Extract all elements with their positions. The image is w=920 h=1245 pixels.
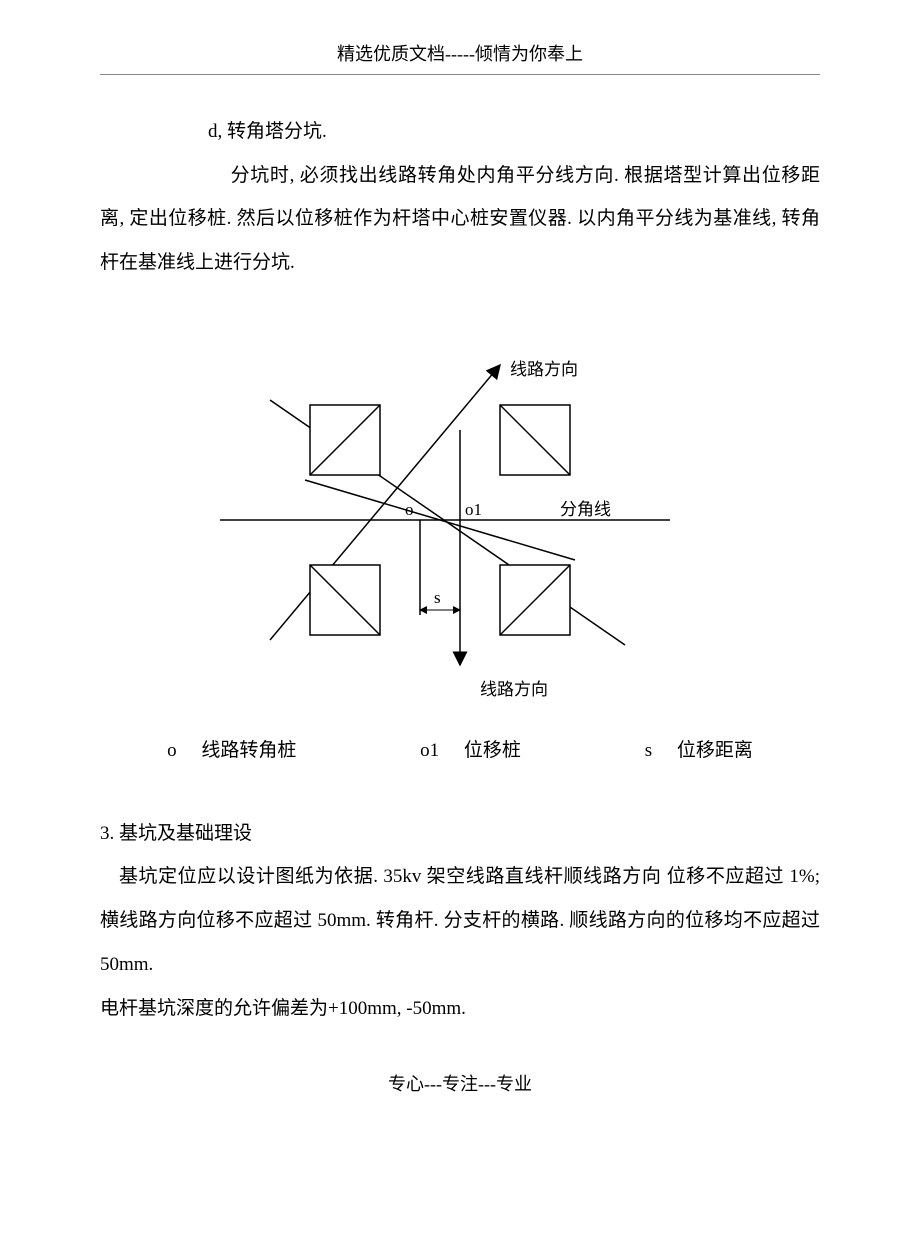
legend-o: o 线路转角桩 — [167, 740, 296, 761]
paragraph-3: 基坑定位应以设计图纸为依据. 35kv 架空线路直线杆顺线路方向 位移不应超过 … — [100, 855, 820, 986]
diagram-container: 线路方向线路方向分角线oo1s — [100, 345, 820, 725]
body-text: d, 转角塔分坑. 分坑时, 必须找出线路转角处内角平分线方向. 根据塔型计算出… — [100, 110, 820, 285]
page: 精选优质文档-----倾情为你奉上 d, 转角塔分坑. 分坑时, 必须找出线路转… — [0, 0, 920, 1126]
paragraph-4: 电杆基坑深度的允许偏差为+100mm, -50mm. — [100, 987, 820, 1031]
svg-text:o1: o1 — [465, 500, 482, 519]
svg-text:线路方向: 线路方向 — [480, 680, 548, 699]
diagram-legend: o 线路转角桩 o1 位移桩 s 位移距离 — [100, 735, 820, 762]
svg-text:分角线: 分角线 — [560, 500, 611, 519]
legend-s: s 位移距离 — [645, 740, 753, 761]
svg-text:s: s — [434, 588, 441, 607]
paragraph-2: 分坑时, 必须找出线路转角处内角平分线方向. 根据塔型计算出位移距离, 定出位移… — [100, 154, 820, 285]
section-title: 3. 基坑及基础理设 — [100, 812, 820, 856]
svg-text:o: o — [405, 500, 414, 519]
page-footer: 专心---专注---专业 — [100, 1070, 820, 1096]
angle-diagram: 线路方向线路方向分角线oo1s — [210, 345, 710, 725]
page-header: 精选优质文档-----倾情为你奉上 — [100, 40, 820, 75]
paragraph-d: d, 转角塔分坑. — [100, 110, 820, 154]
paragraph-2-text: 分坑时, 必须找出线路转角处内角平分线方向. 根据塔型计算出位移距离, 定出位移… — [100, 165, 820, 273]
section-3: 3. 基坑及基础理设 基坑定位应以设计图纸为依据. 35kv 架空线路直线杆顺线… — [100, 812, 820, 1030]
svg-text:线路方向: 线路方向 — [510, 360, 578, 379]
legend-o1: o1 位移桩 — [420, 740, 521, 761]
